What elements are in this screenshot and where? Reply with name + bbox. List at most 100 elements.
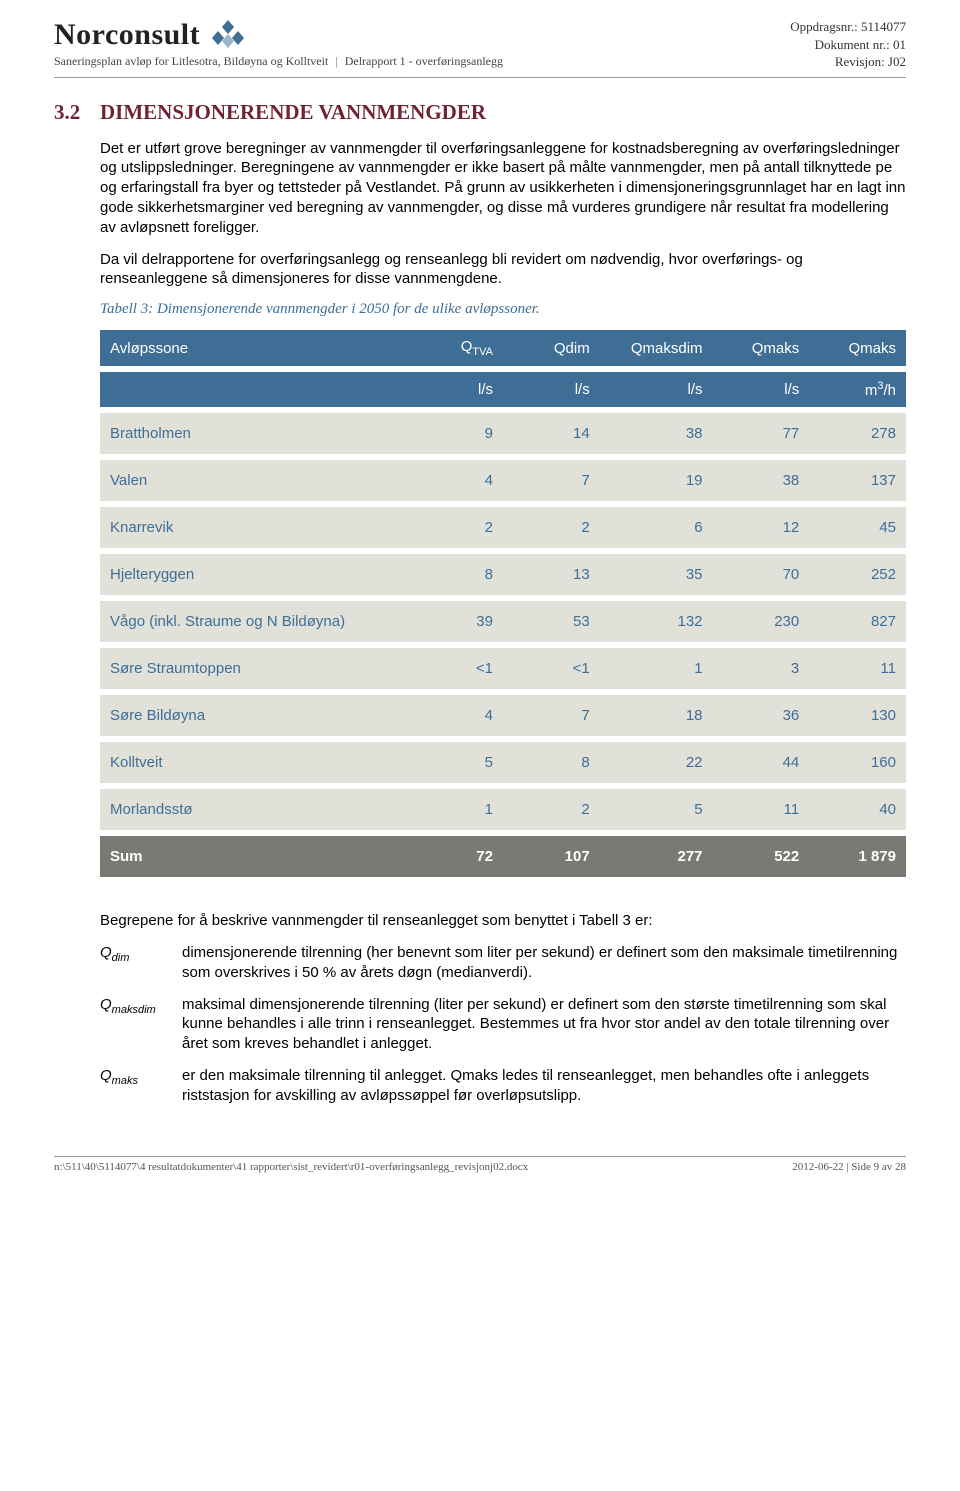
cell-value: 160 [809, 742, 906, 783]
table-row: Vågo (inkl. Straume og N Bildøyna)395313… [100, 601, 906, 642]
cell-value: 230 [713, 601, 810, 642]
logo-diamond-icon [208, 20, 248, 50]
cell-name: Morlandsstø [100, 789, 406, 830]
paragraph-1: Det er utført grove beregninger av vannm… [100, 139, 906, 238]
section-heading: 3.2DIMENSJONERENDE VANNMENGDER [54, 100, 906, 125]
cell-value: 1 [600, 648, 713, 689]
cell-value: <1 [406, 648, 503, 689]
cell-value: 53 [503, 601, 600, 642]
cell-name: Sum [100, 836, 406, 877]
footer-page-info: 2012-06-22 | Side 9 av 28 [792, 1161, 906, 1173]
definition-term: Qmaksdim [100, 995, 182, 1054]
paragraph-2: Da vil delrapportene for overføringsanle… [100, 250, 906, 290]
cell-name: Valen [100, 460, 406, 501]
cell-value: 11 [713, 789, 810, 830]
header-left: Norconsult Saneringsplan avløp for Litle… [54, 18, 503, 71]
page-header: Norconsult Saneringsplan avløp for Litle… [54, 18, 906, 78]
cell-name: Vågo (inkl. Straume og N Bildøyna) [100, 601, 406, 642]
subtitle-part-1: Saneringsplan avløp for Litlesotra, Bild… [54, 54, 328, 68]
table-row: Valen471938137 [100, 460, 906, 501]
cell-value: 14 [503, 413, 600, 454]
subtitle-part-2: Delrapport 1 - overføringsanlegg [345, 54, 503, 68]
cell-value: 3 [713, 648, 810, 689]
cell-value: 132 [600, 601, 713, 642]
cell-value: 13 [503, 554, 600, 595]
cell-value: 18 [600, 695, 713, 736]
cell-value: 130 [809, 695, 906, 736]
meta-dokument: Dokument nr.: 01 [790, 36, 906, 54]
cell-value: 19 [600, 460, 713, 501]
table-header: Avløpssone QTVA Qdim Qmaksdim Qmaks Qmak… [100, 330, 906, 407]
cell-value: 2 [503, 507, 600, 548]
cell-value: 2 [406, 507, 503, 548]
cell-value: 11 [809, 648, 906, 689]
logo: Norconsult [54, 18, 503, 52]
th-qtva: QTVA [406, 330, 503, 366]
cell-value: 12 [713, 507, 810, 548]
cell-value: 1 879 [809, 836, 906, 877]
logo-text: Norconsult [54, 18, 200, 52]
cell-value: 522 [713, 836, 810, 877]
table-header-row-1: Avløpssone QTVA Qdim Qmaksdim Qmaks Qmak… [100, 330, 906, 366]
section-number: 3.2 [54, 100, 100, 125]
section-title-text: DIMENSJONERENDE VANNMENGDER [100, 100, 486, 124]
table-row: Søre Bildøyna471836130 [100, 695, 906, 736]
cell-value: 107 [503, 836, 600, 877]
cell-value: 277 [600, 836, 713, 877]
cell-value: 5 [600, 789, 713, 830]
cell-value: 38 [600, 413, 713, 454]
page: Norconsult Saneringsplan avløp for Litle… [0, 0, 960, 1185]
definitions-list: Qdimdimensjonerende tilrenning (her bene… [100, 943, 906, 1106]
cell-value: 7 [503, 695, 600, 736]
cell-value: 4 [406, 695, 503, 736]
cell-name: Søre Straumtoppen [100, 648, 406, 689]
cell-value: 252 [809, 554, 906, 595]
meta-revisjon: Revisjon: J02 [790, 53, 906, 71]
th-unit-3: l/s [600, 372, 713, 407]
cell-value: 36 [713, 695, 810, 736]
dimensjonerende-table: Avløpssone QTVA Qdim Qmaksdim Qmaks Qmak… [100, 324, 906, 883]
header-subtitle: Saneringsplan avløp for Litlesotra, Bild… [54, 54, 503, 69]
th-unit-4: l/s [713, 372, 810, 407]
cell-value: 9 [406, 413, 503, 454]
table-row: Morlandsstø1251140 [100, 789, 906, 830]
cell-name: Hjelteryggen [100, 554, 406, 595]
table-caption: Tabell 3: Dimensjonerende vannmengder i … [100, 301, 906, 318]
definition-desc: dimensjonerende tilrenning (her benevnt … [182, 943, 906, 983]
cell-value: 4 [406, 460, 503, 501]
th-blank [100, 372, 406, 407]
definitions-section: Begrepene for å beskrive vannmengder til… [100, 911, 906, 1105]
cell-value: 44 [713, 742, 810, 783]
cell-value: 35 [600, 554, 713, 595]
th-avlopssone: Avløpssone [100, 330, 406, 366]
cell-value: 8 [406, 554, 503, 595]
cell-name: Knarrevik [100, 507, 406, 548]
section-body: Det er utført grove beregninger av vannm… [100, 139, 906, 1106]
th-qmaks-2: Qmaks [809, 330, 906, 366]
cell-value: 278 [809, 413, 906, 454]
cell-value: 2 [503, 789, 600, 830]
table-row: Hjelteryggen8133570252 [100, 554, 906, 595]
th-unit-5: m3/h [809, 372, 906, 407]
cell-name: Brattholmen [100, 413, 406, 454]
table-header-row-2: l/s l/s l/s l/s m3/h [100, 372, 906, 407]
table-row: Knarrevik2261245 [100, 507, 906, 548]
table-row: Søre Straumtoppen<1<11311 [100, 648, 906, 689]
cell-value: 45 [809, 507, 906, 548]
header-right: Oppdragsnr.: 5114077 Dokument nr.: 01 Re… [790, 18, 906, 71]
table-row: Kolltveit582244160 [100, 742, 906, 783]
page-footer: n:\511\40\5114077\4 resultatdokumenter\4… [54, 1156, 906, 1173]
definition-row: Qdimdimensjonerende tilrenning (her bene… [100, 943, 906, 983]
th-unit-2: l/s [503, 372, 600, 407]
cell-value: 7 [503, 460, 600, 501]
definition-desc: er den maksimale tilrenning til anlegget… [182, 1066, 906, 1106]
th-qdim: Qdim [503, 330, 600, 366]
cell-value: 72 [406, 836, 503, 877]
subtitle-separator: | [335, 54, 337, 68]
cell-value: 137 [809, 460, 906, 501]
cell-value: 40 [809, 789, 906, 830]
cell-name: Kolltveit [100, 742, 406, 783]
cell-value: 70 [713, 554, 810, 595]
table-row-sum: Sum721072775221 879 [100, 836, 906, 877]
cell-value: 77 [713, 413, 810, 454]
